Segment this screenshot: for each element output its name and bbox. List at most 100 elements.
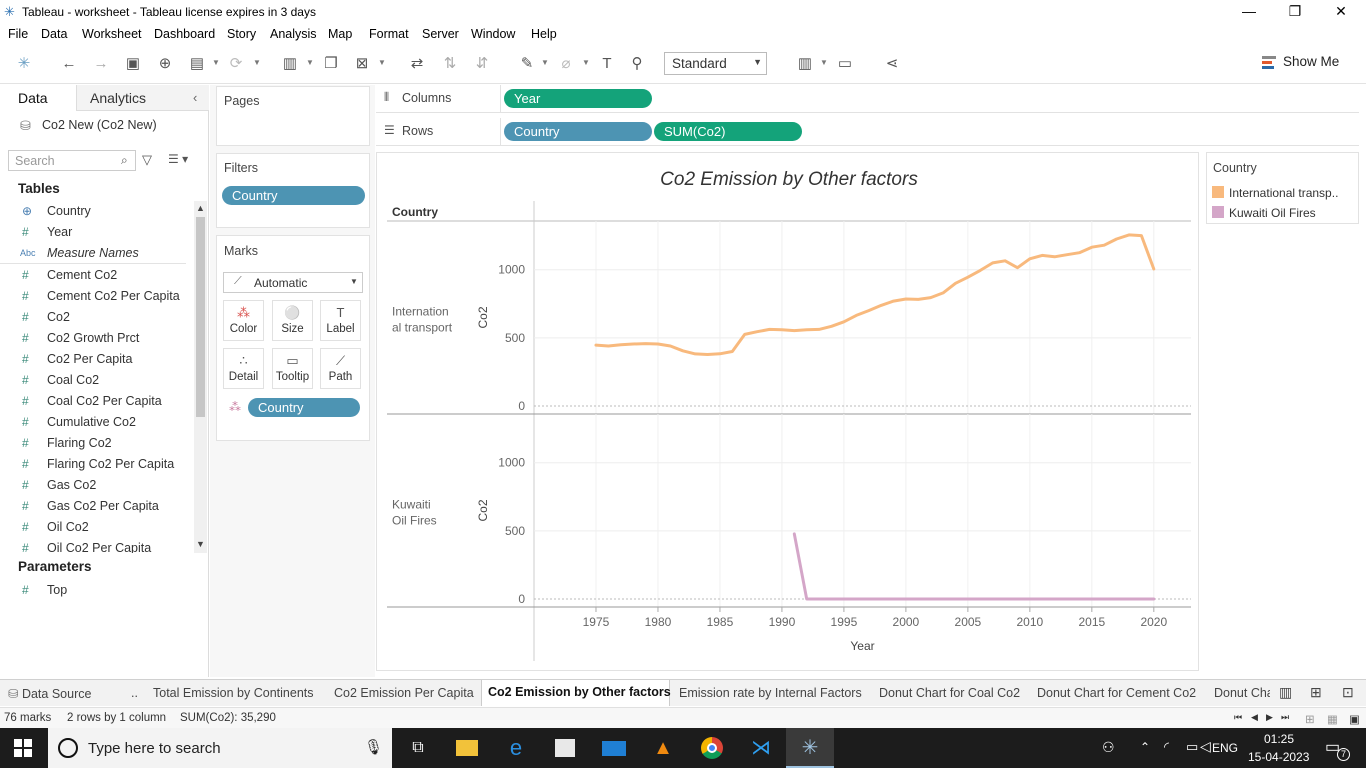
fix-axes-icon[interactable]: ⚲ — [631, 55, 643, 72]
show-cards-icon[interactable]: ▥ — [797, 55, 813, 72]
field-item-coal-co2[interactable]: # Coal Co2 — [22, 373, 100, 387]
tab-donut-chart-cement-co2[interactable]: Donut Chart for Cement Co2 — [1037, 686, 1197, 700]
field-item-coal-co2-per-capita[interactable]: # Coal Co2 Per Capita — [22, 394, 162, 408]
field-item-gas-co2-per-capita[interactable]: # Gas Co2 Per Capita — [22, 499, 159, 513]
marks-label-button[interactable]: T Label — [320, 300, 361, 341]
refresh-icon[interactable]: ⟳ — [229, 55, 243, 72]
menu-format[interactable]: Format — [369, 27, 409, 41]
parameter-item-top[interactable]: # Top — [22, 583, 68, 597]
tab-data[interactable]: Data — [18, 90, 48, 106]
highlight-icon[interactable]: ✎ — [520, 55, 534, 72]
close-button[interactable]: ✕ — [1335, 3, 1347, 19]
field-item-gas-co2[interactable]: # Gas Co2 — [22, 478, 97, 492]
pages-card[interactable]: Pages — [216, 86, 370, 146]
vscode-icon[interactable]: ⋊ — [751, 737, 771, 759]
notification-icon[interactable]: ▭ — [1325, 739, 1341, 756]
save-icon[interactable]: ▣ — [125, 55, 141, 72]
wifi-icon[interactable]: ◜ — [1164, 739, 1170, 754]
field-item-cement-co2[interactable]: # Cement Co2 — [22, 268, 118, 282]
new-datasource-icon[interactable]: ⊕ — [158, 55, 172, 72]
mark-type-select[interactable]: ⟋ Automatic ▼ — [223, 272, 363, 293]
tableau-home-icon[interactable]: ✳ — [17, 55, 31, 72]
menu-data[interactable]: Data — [41, 27, 68, 41]
duplicate-sheet-icon[interactable]: ❐ — [324, 55, 338, 72]
filters-card[interactable]: Filters Country — [216, 153, 370, 228]
chevron-down-icon[interactable]: ▼ — [820, 58, 828, 67]
columns-pill-year[interactable]: Year — [504, 89, 652, 108]
view-options-icon[interactable]: ☰ ▾ — [168, 152, 189, 166]
field-item-flaring-co2[interactable]: # Flaring Co2 — [22, 436, 112, 450]
chrome-icon[interactable] — [698, 735, 726, 761]
color-legend[interactable]: Country International transp.. Kuwaiti O… — [1206, 152, 1359, 224]
chevron-down-icon[interactable]: ▼ — [253, 58, 261, 67]
marks-color-button[interactable]: ⁂ Color — [223, 300, 264, 341]
tab-donut-chart-truncated[interactable]: Donut Cha — [1214, 686, 1270, 700]
new-worksheet-icon[interactable]: ▥ — [1279, 684, 1293, 700]
first-sheet-icon[interactable]: ⏮ — [1234, 712, 1243, 722]
field-item-cumulative-co2[interactable]: # Cumulative Co2 — [22, 415, 136, 429]
clock-date[interactable]: 15-04-2023 — [1248, 750, 1310, 764]
marks-detail-button[interactable]: ∴ Detail — [223, 348, 264, 389]
field-item-co2-per-capita[interactable]: # Co2 Per Capita — [22, 352, 133, 366]
datasource-name[interactable]: Co2 New (Co2 New) — [42, 118, 157, 132]
last-sheet-icon[interactable]: ⏭ — [1281, 712, 1290, 722]
sheet-sorter-icon[interactable]: ⊞ — [1305, 714, 1315, 726]
line-chart[interactable]: Co2 Emission by Other factors Country 0 500… — [377, 153, 1198, 670]
menu-worksheet[interactable]: Worksheet — [82, 27, 142, 41]
tabs-view-icon[interactable]: ▣ — [1349, 714, 1360, 726]
marks-path-button[interactable]: ⟋ Path — [320, 348, 361, 389]
minimize-button[interactable]: — — [1242, 3, 1256, 19]
field-item-oil-co2-per-capita[interactable]: # Oil Co2 Per Capita — [22, 541, 152, 553]
menu-story[interactable]: Story — [227, 27, 257, 41]
language-indicator[interactable]: ENG — [1212, 741, 1239, 755]
chevron-down-icon[interactable]: ▼ — [306, 58, 314, 67]
clear-sheet-icon[interactable]: ⊠ — [355, 55, 369, 72]
scrollbar-thumb[interactable] — [196, 217, 205, 417]
swap-rows-columns-icon[interactable]: ⇄ — [410, 55, 424, 72]
menu-analysis[interactable]: Analysis — [270, 27, 317, 41]
legend-item-international-transport[interactable]: International transp.. — [1229, 186, 1339, 200]
sort-ascending-icon[interactable]: ⇅ — [443, 55, 457, 72]
task-view-icon[interactable]: ⧉ — [412, 739, 424, 756]
tab-emission-rate-by-internal-factors[interactable]: Emission rate by Internal Factors — [679, 686, 862, 700]
tab-data-source[interactable]: ⛁ Data Source — [8, 687, 92, 701]
field-item-cement-co2-per-capita[interactable]: # Cement Co2 Per Capita — [22, 289, 180, 303]
menu-dashboard[interactable]: Dashboard — [154, 27, 216, 41]
pause-updates-icon[interactable]: ▤ — [189, 55, 205, 72]
store-icon[interactable] — [551, 735, 579, 761]
field-item-year[interactable]: # Year — [22, 225, 73, 239]
microphone-icon[interactable]: 🎙 — [364, 739, 384, 756]
battery-icon[interactable]: ▭ — [1186, 739, 1199, 754]
chevron-down-icon[interactable]: ▼ — [582, 58, 590, 67]
tab-analytics[interactable]: Analytics — [90, 90, 147, 106]
marks-pill-country[interactable]: Country — [248, 398, 360, 417]
menu-help[interactable]: Help — [531, 27, 557, 41]
collapse-pane-icon[interactable]: ‹ — [193, 90, 198, 105]
tab-co2-emission-per-capita[interactable]: Co2 Emission Per Capita — [334, 686, 474, 700]
marks-tooltip-button[interactable]: ▭ Tooltip — [272, 348, 313, 389]
filmstrip-icon[interactable]: ▦ — [1327, 714, 1338, 726]
next-sheet-icon[interactable]: ▶ — [1266, 712, 1273, 722]
menu-server[interactable]: Server — [422, 27, 459, 41]
volume-icon[interactable]: ◁ — [1200, 738, 1211, 754]
prev-sheet-icon[interactable]: ◀ — [1251, 712, 1258, 722]
menu-file[interactable]: File — [8, 27, 29, 41]
chevron-up-icon[interactable]: ▲ — [196, 203, 205, 213]
filter-pill-country[interactable]: Country — [222, 186, 365, 205]
restore-button[interactable]: ❐ — [1288, 3, 1302, 19]
search-box[interactable]: Search ⌕ — [8, 150, 136, 171]
presentation-mode-icon[interactable]: ▭ — [837, 55, 853, 72]
group-members-icon[interactable]: ⌀ — [561, 55, 571, 72]
field-item-flaring-co2-per-capita[interactable]: # Flaring Co2 Per Capita — [22, 457, 175, 471]
file-explorer-icon[interactable] — [453, 735, 481, 761]
tableau-taskbar-icon[interactable]: ✳ — [801, 737, 819, 759]
taskbar-search[interactable]: Type here to search 🎙 — [48, 728, 392, 768]
chevron-up-icon[interactable]: ⌃ — [1140, 740, 1151, 754]
field-item-oil-co2[interactable]: # Oil Co2 — [22, 520, 89, 534]
sort-descending-icon[interactable]: ⇵ — [475, 55, 489, 72]
rows-pill-sum-co2[interactable]: SUM(Co2) — [654, 122, 802, 141]
rows-pill-country[interactable]: Country — [504, 122, 652, 141]
tab-co2-emission-by-other-factors[interactable]: Co2 Emission by Other factors — [488, 685, 671, 699]
viz-canvas[interactable]: Co2 Emission by Other factors Country 0 500… — [376, 152, 1199, 671]
redo-icon[interactable]: → — [93, 55, 109, 72]
